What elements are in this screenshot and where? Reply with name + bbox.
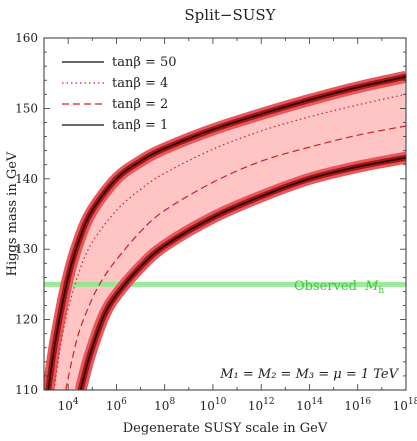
x-tick-label: 108 (154, 397, 175, 413)
y-tick-label: 160 (15, 31, 38, 45)
plot-area (44, 70, 406, 390)
x-tick-label: 106 (106, 397, 127, 413)
tanbeta-range-region (48, 76, 406, 390)
y-tick-label: 150 (15, 101, 38, 115)
series-tanbeta-1-line (79, 156, 406, 390)
legend-label-tanbeta-2: tanβ = 2 (112, 97, 168, 112)
x-axis-label: Degenerate SUSY scale in GeV (123, 421, 328, 436)
legend: tanβ = 50 tanβ = 4 tanβ = 2 tanβ = 1 (62, 55, 177, 133)
legend-label-tanbeta-50: tanβ = 50 (112, 55, 177, 70)
x-tick-label: 1014 (296, 397, 323, 413)
plot-border (43, 37, 407, 391)
legend-label-tanbeta-4: tanβ = 4 (112, 76, 168, 91)
x-tick-label: 1010 (200, 397, 227, 413)
x-tick-label: 1018 (393, 397, 417, 413)
observed-mh-label: Observed Mh (294, 279, 384, 296)
parameter-annotation: M₁ = M₂ = M₃ = μ = 1 TeV (219, 367, 399, 382)
plot-frame (43, 37, 407, 391)
y-tick-label: 110 (15, 383, 38, 397)
x-tick-label: 1012 (248, 397, 275, 413)
legend-label-tanbeta-1: tanβ = 1 (112, 118, 168, 133)
y-tick-label: 120 (15, 313, 38, 327)
y-tick-label: 140 (15, 172, 38, 186)
axis-ticks: 104 106 108 1010 1012 1014 1016 1018 110 120 130 14… (15, 31, 417, 413)
x-tick-label: 1016 (344, 397, 371, 413)
x-tick-label: 104 (58, 397, 79, 413)
series-tanbeta-2-line (65, 125, 406, 390)
series-tanbeta-4-line (53, 93, 406, 390)
chart-title: Split−SUSY (184, 6, 276, 24)
y-tick-label: 130 (15, 242, 38, 256)
y-axis-label: Higgs mass in GeV (5, 151, 20, 276)
series-tanbeta-50-line (47, 75, 406, 390)
